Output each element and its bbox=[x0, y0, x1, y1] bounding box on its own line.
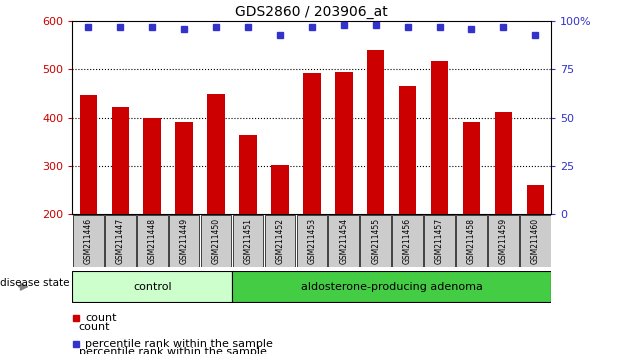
Bar bbox=[399, 86, 416, 214]
Text: count: count bbox=[79, 322, 110, 332]
Bar bbox=[79, 95, 97, 214]
FancyBboxPatch shape bbox=[297, 215, 327, 267]
FancyBboxPatch shape bbox=[232, 272, 551, 302]
Text: percentile rank within the sample: percentile rank within the sample bbox=[79, 347, 266, 354]
Bar bbox=[112, 107, 129, 214]
Bar bbox=[175, 121, 193, 214]
FancyBboxPatch shape bbox=[105, 215, 135, 267]
Text: GSM211455: GSM211455 bbox=[371, 218, 380, 264]
Text: GSM211452: GSM211452 bbox=[275, 218, 284, 264]
Bar bbox=[367, 50, 384, 214]
Bar bbox=[527, 185, 544, 214]
Text: GSM211447: GSM211447 bbox=[116, 218, 125, 264]
FancyBboxPatch shape bbox=[169, 215, 200, 267]
FancyBboxPatch shape bbox=[73, 215, 104, 267]
Bar bbox=[303, 73, 321, 214]
Bar bbox=[144, 118, 161, 214]
Text: GSM211451: GSM211451 bbox=[244, 218, 253, 264]
FancyBboxPatch shape bbox=[72, 272, 232, 302]
Text: GSM211449: GSM211449 bbox=[180, 218, 188, 264]
Bar bbox=[495, 112, 512, 214]
FancyBboxPatch shape bbox=[424, 215, 455, 267]
Text: disease state: disease state bbox=[0, 278, 69, 288]
FancyBboxPatch shape bbox=[265, 215, 295, 267]
FancyBboxPatch shape bbox=[392, 215, 423, 267]
Bar bbox=[271, 165, 289, 214]
Text: GSM211460: GSM211460 bbox=[531, 218, 540, 264]
Text: GSM211450: GSM211450 bbox=[212, 218, 220, 264]
FancyBboxPatch shape bbox=[488, 215, 518, 267]
Text: control: control bbox=[133, 282, 171, 292]
FancyBboxPatch shape bbox=[232, 215, 263, 267]
Bar bbox=[335, 72, 353, 214]
FancyBboxPatch shape bbox=[201, 215, 231, 267]
Text: count: count bbox=[85, 313, 117, 323]
Text: GSM211456: GSM211456 bbox=[403, 218, 412, 264]
Text: aldosterone-producing adenoma: aldosterone-producing adenoma bbox=[301, 282, 483, 292]
FancyBboxPatch shape bbox=[456, 215, 487, 267]
Text: GSM211457: GSM211457 bbox=[435, 218, 444, 264]
Bar bbox=[431, 61, 449, 214]
Text: GSM211454: GSM211454 bbox=[340, 218, 348, 264]
FancyBboxPatch shape bbox=[360, 215, 391, 267]
Text: GSM211459: GSM211459 bbox=[499, 218, 508, 264]
Bar bbox=[462, 121, 480, 214]
Text: GSM211458: GSM211458 bbox=[467, 218, 476, 264]
Text: GSM211453: GSM211453 bbox=[307, 218, 316, 264]
FancyBboxPatch shape bbox=[328, 215, 359, 267]
FancyBboxPatch shape bbox=[520, 215, 551, 267]
Text: GSM211448: GSM211448 bbox=[148, 218, 157, 264]
Text: percentile rank within the sample: percentile rank within the sample bbox=[85, 339, 273, 349]
Text: GSM211446: GSM211446 bbox=[84, 218, 93, 264]
Bar bbox=[207, 93, 225, 214]
FancyBboxPatch shape bbox=[137, 215, 168, 267]
Bar bbox=[239, 135, 257, 214]
Title: GDS2860 / 203906_at: GDS2860 / 203906_at bbox=[236, 5, 388, 19]
